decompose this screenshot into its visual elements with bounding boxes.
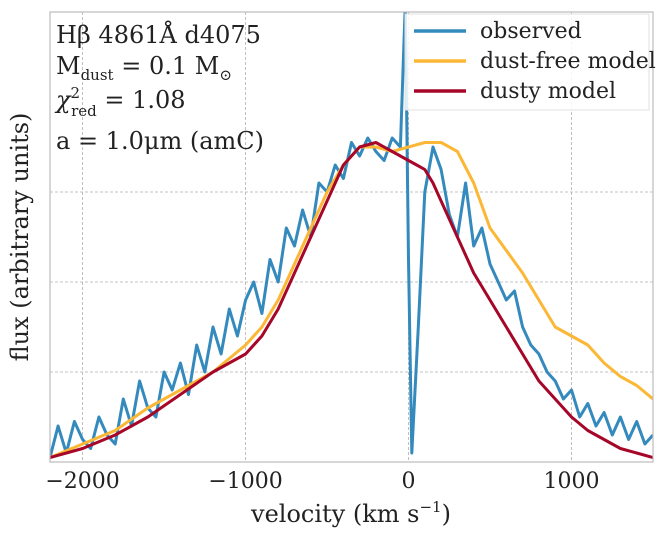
annotation-line-id: Hβ 4861Å d4075 bbox=[56, 20, 261, 49]
legend-label-observed: observed bbox=[480, 19, 582, 44]
legend-label-dust-free-model: dust-free model bbox=[480, 49, 656, 74]
legend-label-dusty-model: dusty model bbox=[480, 79, 616, 104]
series-layer bbox=[50, 12, 653, 459]
x-tick-label: −2000 bbox=[45, 469, 119, 494]
annotation-chi-squared: χ2 red = 1.08 bbox=[54, 84, 186, 120]
series-line-dusty-model bbox=[50, 141, 653, 459]
annotation-dust-mass: Mdust = 0.1 M⊙ bbox=[56, 52, 232, 84]
x-tick-label: −1000 bbox=[208, 469, 282, 494]
x-tick-label: 0 bbox=[402, 469, 416, 494]
x-tick-label: 1000 bbox=[544, 469, 600, 494]
y-axis-label: flux (arbitrary units) bbox=[6, 113, 34, 362]
plot-frame bbox=[49, 11, 654, 463]
annotation-block: Hβ 4861Å d4075 Mdust = 0.1 M⊙ χ2 red = 1.… bbox=[54, 20, 264, 155]
x-axis-label: velocity (km s−1) bbox=[250, 498, 451, 528]
annotation-grain-size: a = 1.0μm (amC) bbox=[56, 127, 264, 155]
x-tick-labels: −2000 −1000 0 1000 bbox=[45, 469, 599, 494]
legend: observed dust-free model dusty model bbox=[404, 13, 656, 111]
